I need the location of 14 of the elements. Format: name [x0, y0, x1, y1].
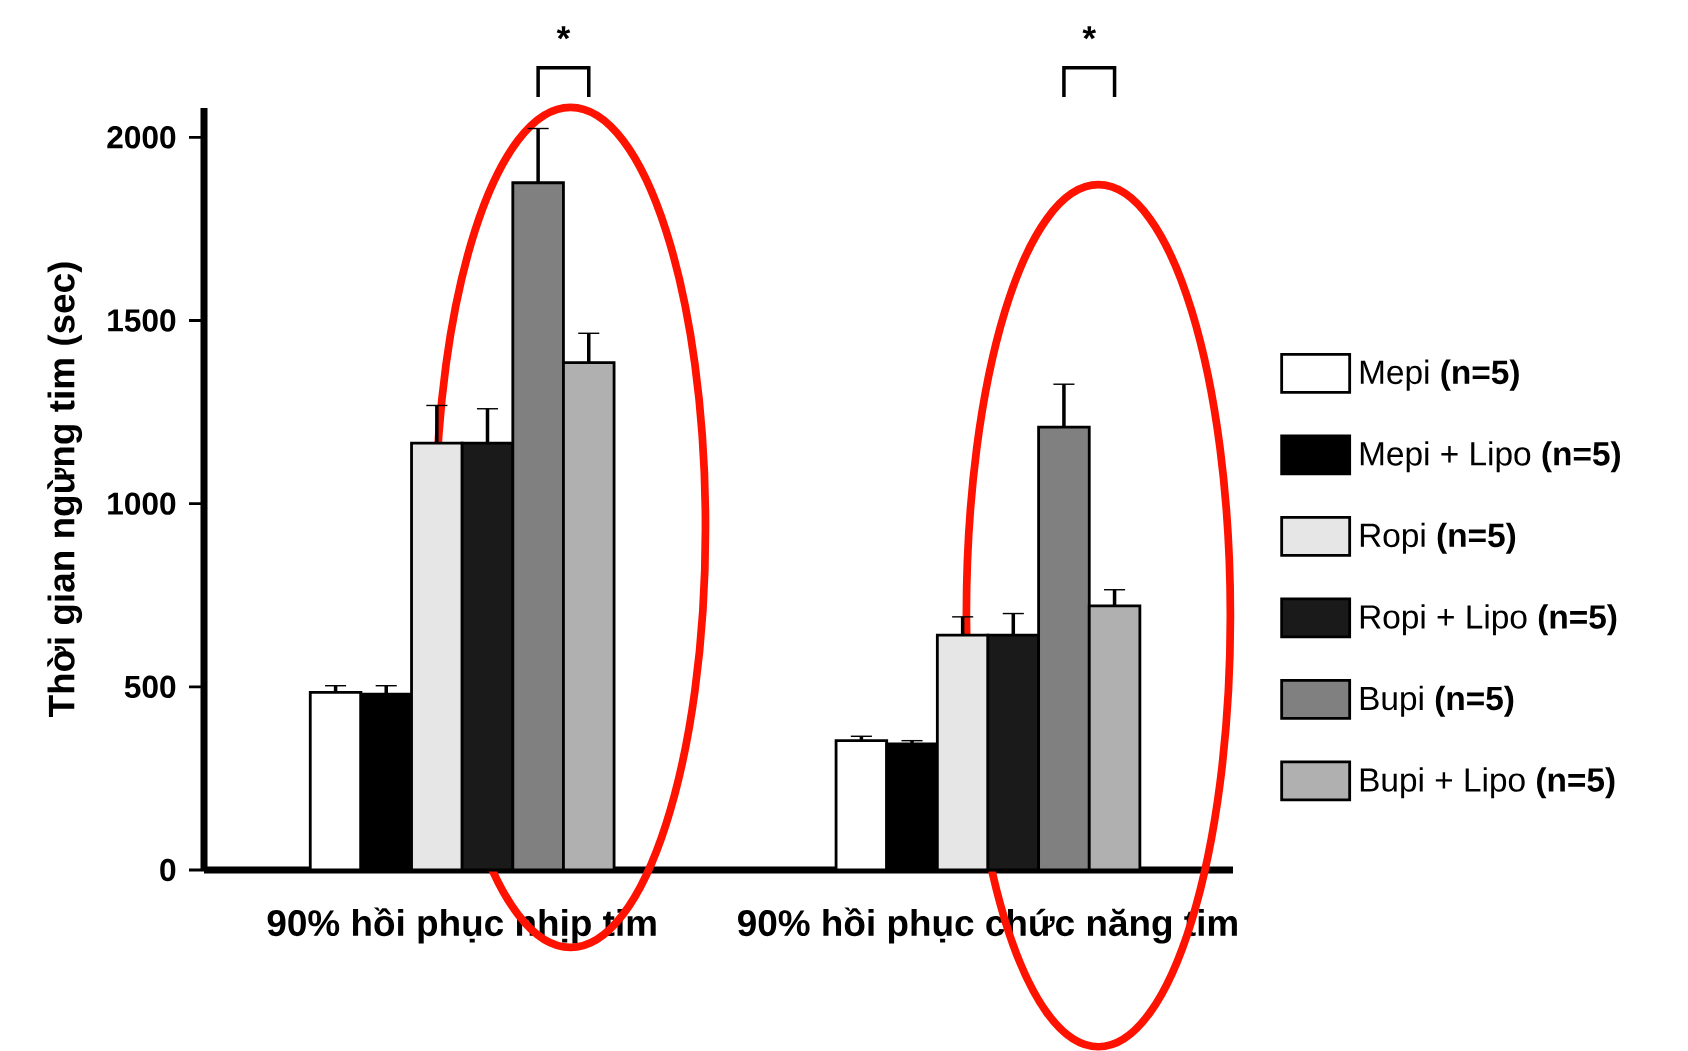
- y-tick-label: 1500: [108, 309, 176, 332]
- y-axis-title: Thời gian ngừng tim (sec): [47, 262, 83, 717]
- y-tick-label: 2000: [107, 126, 176, 149]
- legend-label: Mepi + Lipo (n=5): [1360, 441, 1620, 473]
- legend-label: Ropi (n=5): [1360, 522, 1516, 554]
- legend-label: Bupi + Lipo (n=5): [1360, 767, 1615, 799]
- legend-label: Bupi (n=5): [1360, 685, 1514, 717]
- y-tick-label: 0: [160, 858, 176, 882]
- y-tick-label: 500: [124, 675, 176, 699]
- text: *: [556, 26, 571, 40]
- y-tick-label: 1000: [108, 492, 176, 515]
- legend-label: Ropi + Lipo (n=5): [1360, 604, 1617, 636]
- legend-label: Mepi (n=5): [1360, 359, 1519, 391]
- text: *: [1082, 26, 1097, 40]
